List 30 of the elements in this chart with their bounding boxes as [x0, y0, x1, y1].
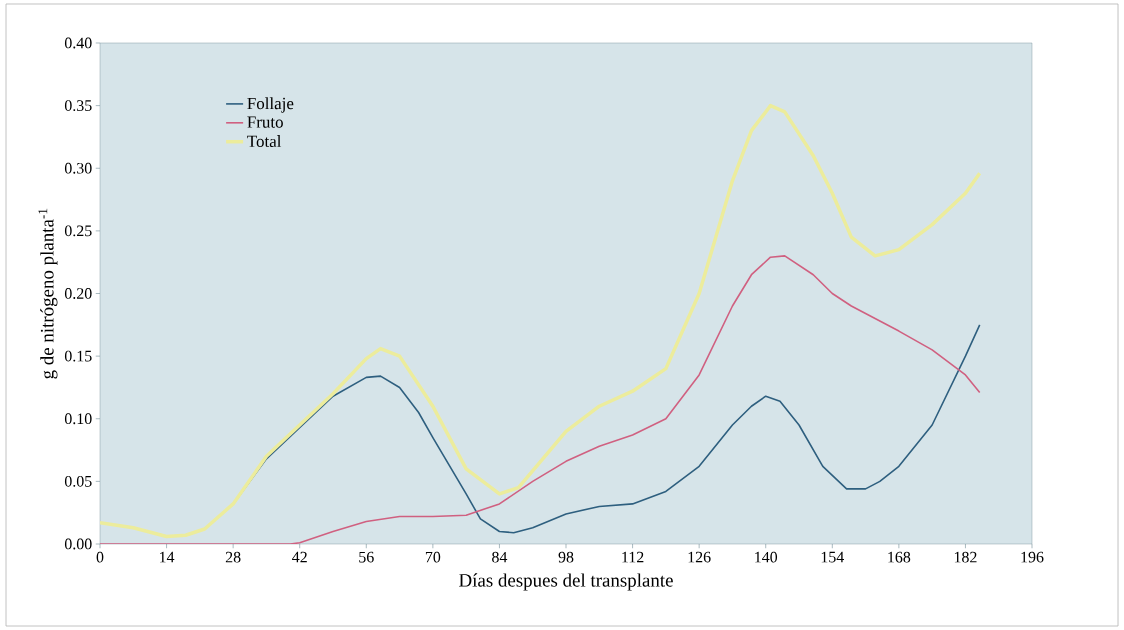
x-tick-label: 84 [492, 551, 508, 563]
y-tick-label: 0.05 [64, 475, 92, 487]
x-tick-label: 0 [96, 551, 104, 563]
x-tick-label: 196 [1021, 551, 1044, 563]
y-tick-label: 0.20 [64, 288, 92, 299]
y-tick-label: 0.30 [64, 162, 92, 174]
line-series [100, 255, 981, 544]
y-axis-title: g de nitrógeno planta$^{-1}$ [38, 208, 58, 379]
legend-label: Fruto [247, 116, 283, 128]
x-tick-label: 28 [225, 551, 241, 563]
x-tick-label: 168 [888, 551, 911, 563]
legend-label: Total [247, 135, 282, 148]
legend-label: Follaje [247, 97, 294, 113]
x-tick-label: 182 [954, 551, 977, 563]
x-tick-label: 56 [359, 551, 374, 563]
y-tick-label: 0.15 [64, 350, 92, 362]
x-axis-title: Días despues del transplante [459, 573, 673, 591]
y-tick-label: 0.40 [64, 37, 92, 49]
x-tick-label: 154 [821, 551, 844, 563]
x-tick-label: 112 [622, 551, 644, 563]
x-tick-label: 70 [425, 551, 441, 563]
x-tick-label: 98 [558, 551, 574, 563]
y-tick-label: 0.25 [64, 225, 92, 237]
y-tick-label: 0.35 [64, 100, 92, 112]
x-tick-label: 14 [160, 551, 175, 563]
x-tick-label: 42 [292, 551, 307, 563]
y-tick-label: 0.10 [64, 413, 92, 425]
x-tick-label: 140 [755, 551, 778, 563]
y-tick-label: 0.00 [64, 538, 92, 550]
x-tick-label: 126 [688, 551, 711, 563]
